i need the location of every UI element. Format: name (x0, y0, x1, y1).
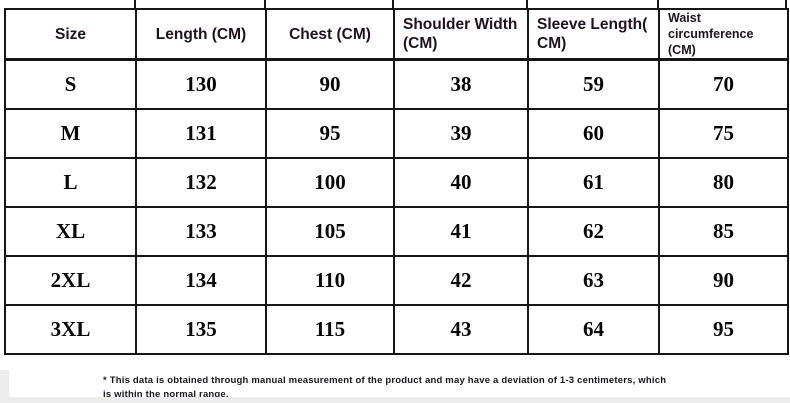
column-divider-stub (657, 0, 659, 10)
cell-length: 130 (135, 58, 267, 110)
cell-sleeve: 59 (527, 58, 660, 110)
cell-chest: 110 (265, 254, 395, 306)
header-label: circumference (CM) (668, 27, 754, 57)
cell-shoulder: 41 (393, 205, 529, 257)
cell-chest: 105 (265, 205, 395, 257)
header-size: Size (4, 8, 137, 61)
header-label: Length (CM) (155, 25, 247, 43)
cell-length: 135 (135, 303, 267, 355)
cell-waist: 90 (658, 254, 789, 306)
header-row: Size Length (CM) Chest (CM) Shoulder Wid… (4, 8, 789, 61)
cell-shoulder: 40 (393, 156, 529, 208)
cell-size: M (4, 107, 137, 159)
cell-size: S (4, 58, 137, 110)
cell-size: 2XL (4, 254, 137, 306)
column-divider-stub (134, 0, 136, 10)
header-label: (CM) (403, 35, 438, 52)
cell-waist: 95 (658, 303, 789, 355)
cell-sleeve: 60 (527, 107, 660, 159)
cell-length: 132 (135, 156, 267, 208)
table-row-xl: XL 133 105 41 62 85 (4, 205, 789, 257)
cell-chest: 90 (265, 58, 395, 110)
column-divider-stub (392, 0, 394, 10)
header-label: Size (54, 25, 86, 43)
table-row-s: S 130 90 38 59 70 (4, 58, 789, 110)
header-length: Length (CM) (135, 8, 267, 61)
table-row-l: L 132 100 40 61 80 (4, 156, 789, 208)
cell-size: 3XL (4, 303, 137, 355)
cell-sleeve: 64 (527, 303, 660, 355)
cell-length: 131 (135, 107, 267, 159)
cell-chest: 95 (265, 107, 395, 159)
header-label: Shoulder Width (403, 16, 518, 33)
column-divider-stub (785, 0, 787, 10)
cell-waist: 75 (658, 107, 789, 159)
header-sleeve-length: Sleeve Length( CM) (527, 8, 660, 61)
cell-waist: 85 (658, 205, 789, 257)
cell-shoulder: 38 (393, 58, 529, 110)
column-divider-stub (526, 0, 528, 10)
cell-sleeve: 61 (527, 156, 660, 208)
cell-length: 133 (135, 205, 267, 257)
cell-sleeve: 62 (527, 205, 660, 257)
header-waist-circumference: Waist circumference (CM) (658, 8, 789, 61)
page-edge-shading (0, 370, 9, 403)
header-label: CM) (537, 35, 567, 52)
cell-size: XL (4, 205, 137, 257)
table-row-m: M 131 95 39 60 75 (4, 107, 789, 159)
cell-chest: 100 (265, 156, 395, 208)
header-label: Chest (CM) (289, 25, 371, 43)
cell-length: 134 (135, 254, 267, 306)
cell-waist: 70 (658, 58, 789, 110)
disclaimer-line-1: * This data is obtained through manual m… (103, 375, 667, 386)
cell-shoulder: 42 (393, 254, 529, 306)
page-edge-shading (0, 397, 790, 403)
cell-chest: 115 (265, 303, 395, 355)
table-row-2xl: 2XL 134 110 42 63 90 (4, 254, 789, 306)
cell-shoulder: 39 (393, 107, 529, 159)
column-divider-stub (264, 0, 266, 10)
size-chart-table: Size Length (CM) Chest (CM) Shoulder Wid… (4, 8, 789, 355)
measurement-disclaimer: * This data is obtained through manual m… (103, 374, 743, 402)
cell-waist: 80 (658, 156, 789, 208)
disclaimer-line-2: is within the normal range. (103, 389, 229, 400)
header-label: Waist (668, 11, 701, 25)
table-row-3xl: 3XL 135 115 43 64 95 (4, 303, 789, 355)
header-shoulder-width: Shoulder Width (CM) (393, 8, 529, 61)
header-label: Sleeve Length( (537, 16, 648, 33)
cell-shoulder: 43 (393, 303, 529, 355)
cell-size: L (4, 156, 137, 208)
cell-sleeve: 63 (527, 254, 660, 306)
header-chest: Chest (CM) (265, 8, 395, 61)
